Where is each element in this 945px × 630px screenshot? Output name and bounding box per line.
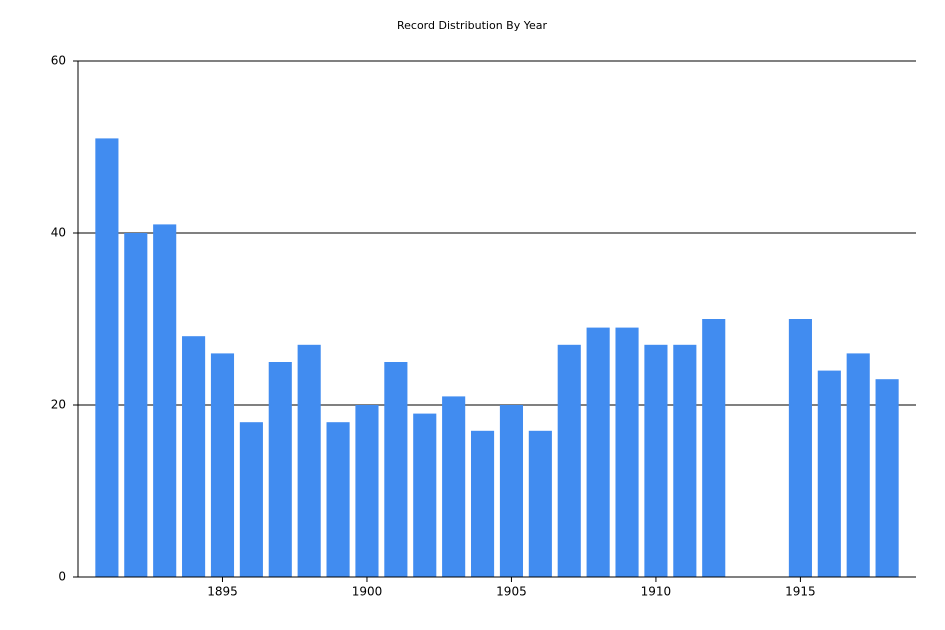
bar xyxy=(817,370,841,577)
bar xyxy=(702,319,726,577)
bar xyxy=(557,344,581,577)
bar xyxy=(875,379,899,577)
bar xyxy=(384,362,408,577)
bar xyxy=(442,396,466,577)
bar xyxy=(644,344,668,577)
bar xyxy=(673,344,697,577)
bar xyxy=(124,233,148,577)
x-tick-label: 1910 xyxy=(641,585,672,599)
x-tick-label: 1900 xyxy=(352,585,383,599)
bar xyxy=(788,319,812,577)
x-tick-label: 1905 xyxy=(496,585,527,599)
bar xyxy=(297,344,321,577)
y-tick-label: 0 xyxy=(58,570,66,584)
y-tick-label: 40 xyxy=(51,226,66,240)
bar xyxy=(326,422,350,577)
bar xyxy=(182,336,206,577)
bar xyxy=(615,327,639,577)
y-tick-label: 60 xyxy=(51,54,66,68)
bar xyxy=(153,224,177,577)
bar xyxy=(528,430,552,577)
bar xyxy=(95,138,119,577)
y-tick-label: 20 xyxy=(51,398,66,412)
bar xyxy=(499,405,524,577)
bar xyxy=(210,353,235,577)
bar xyxy=(239,422,263,577)
chart-title: Record Distribution By Year xyxy=(397,19,547,32)
bar xyxy=(413,413,437,577)
bar xyxy=(846,353,870,577)
bar xyxy=(586,327,610,577)
bar xyxy=(470,430,495,577)
x-tick-label: 1895 xyxy=(207,585,238,599)
bar xyxy=(355,405,379,577)
bar xyxy=(268,362,292,577)
x-tick-label: 1915 xyxy=(785,585,816,599)
